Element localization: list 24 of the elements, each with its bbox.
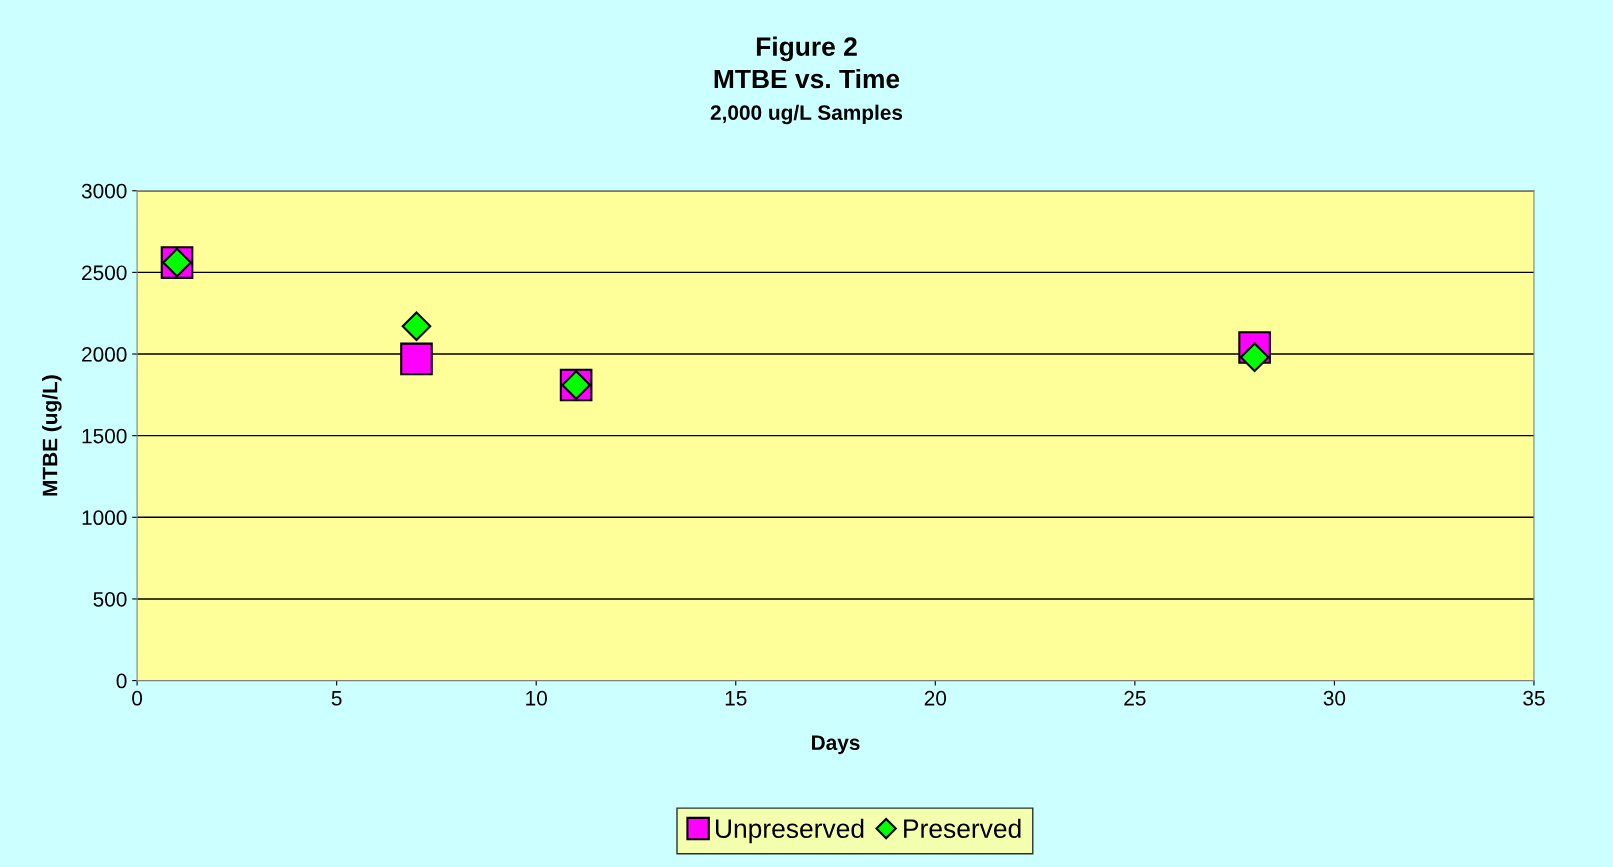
y-tick-label: 1500 [82,428,127,444]
y-tick-label: 2500 [82,265,127,281]
y-tick-label: 3000 [81,183,127,199]
y-tick-label: 0 [116,673,127,689]
y-axis-title: MTBE (ug/L) [42,375,62,496]
point [401,311,432,342]
x-tick-label: 5 [331,691,342,706]
x-tick-label: 15 [725,691,747,706]
y-tick-label: 2000 [82,347,127,362]
point [1239,342,1270,373]
chart-subtitle: 2,000 ug/L Samples [710,104,903,125]
legend-label: Preserved [904,818,1021,839]
point [400,342,433,376]
legend-label: Unpreserved [715,818,864,844]
x-tick-label: 35 [1523,690,1545,706]
chart-title: Figure 2 MTBE vs. Time [714,36,900,89]
x-tick-label: 30 [1323,690,1346,706]
x-axis-title: Days [812,735,860,755]
x-tick-label: 25 [1124,690,1146,706]
y-tick-label: 1000 [82,510,127,526]
y-tick-label: 500 [93,591,127,607]
x-tick-label: 10 [526,690,547,706]
x-tick-label: 20 [924,690,947,706]
x-tick-label: 0 [132,690,143,706]
